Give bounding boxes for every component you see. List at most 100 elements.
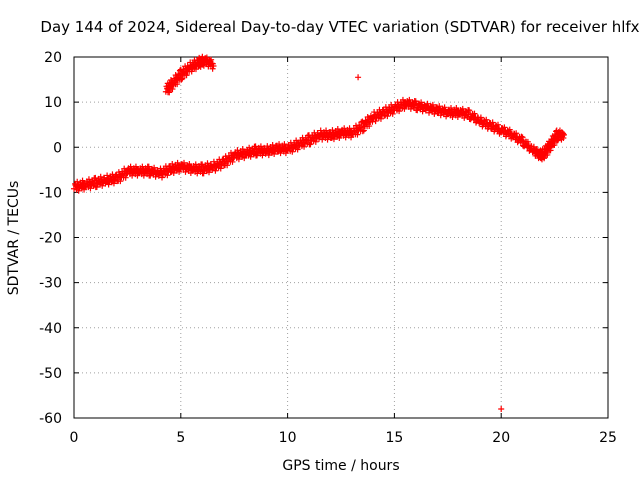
data-point	[140, 172, 147, 179]
data-point	[360, 127, 367, 134]
data-point	[281, 141, 288, 148]
data-point	[389, 110, 396, 117]
data-point	[513, 130, 520, 137]
data-point	[424, 100, 431, 107]
y-tick-label: -10	[39, 185, 62, 201]
data-point	[209, 60, 216, 67]
data-point	[269, 141, 276, 148]
x-tick-label: 10	[279, 430, 297, 446]
data-point	[97, 173, 104, 180]
data-point	[412, 98, 419, 105]
data-point	[501, 124, 508, 131]
data-point	[289, 148, 296, 155]
data-point	[241, 155, 248, 162]
data-point	[199, 161, 206, 168]
data-point	[312, 138, 319, 145]
data-point	[519, 134, 526, 141]
data-point	[319, 136, 326, 143]
data-point	[506, 126, 513, 133]
data-point	[87, 185, 94, 192]
data-point	[170, 169, 177, 176]
data-point	[117, 178, 124, 185]
data-point	[524, 138, 531, 145]
data-point	[294, 146, 301, 153]
data-point	[377, 115, 384, 122]
x-tick-label: 5	[176, 430, 185, 446]
data-point	[336, 134, 343, 141]
data-point	[204, 160, 211, 167]
data-point	[104, 172, 111, 179]
data-point	[235, 156, 242, 163]
x-tick-label: 0	[70, 430, 79, 446]
data-point	[109, 171, 116, 178]
data-point	[145, 163, 152, 170]
data-point	[224, 162, 231, 169]
data-point	[477, 114, 484, 121]
data-point	[265, 152, 272, 159]
data-point	[334, 125, 341, 132]
data-point	[429, 101, 436, 108]
data-point	[105, 181, 112, 188]
data-point	[453, 104, 460, 111]
data-point	[208, 56, 215, 63]
data-point	[329, 127, 336, 134]
y-tick-label: 10	[44, 95, 62, 111]
y-tick-label: 20	[44, 50, 62, 66]
data-point	[271, 151, 278, 158]
y-tick-label: -30	[39, 276, 62, 292]
x-axis-label: GPS time / hours	[282, 458, 399, 474]
data-point	[254, 152, 261, 159]
data-point	[174, 159, 181, 166]
data-point	[169, 86, 176, 93]
data-point	[92, 174, 99, 181]
data-point	[341, 125, 348, 132]
data-point	[466, 107, 473, 114]
data-point	[277, 150, 284, 157]
y-tick-label: -60	[39, 411, 62, 427]
data-point	[342, 134, 349, 141]
data-point	[276, 141, 283, 148]
data-point	[75, 187, 82, 194]
data-point	[252, 143, 259, 150]
y-tick-label: -20	[39, 231, 62, 247]
data-point	[518, 133, 525, 140]
data-point	[246, 144, 253, 151]
data-point	[449, 114, 456, 121]
data-point	[151, 164, 158, 171]
data-point	[159, 174, 166, 181]
data-point	[176, 168, 183, 175]
data-point	[127, 163, 134, 170]
data-point	[212, 167, 219, 174]
data-point	[93, 183, 100, 190]
data-point	[139, 163, 146, 170]
grid	[74, 57, 608, 418]
data-point	[194, 170, 201, 177]
y-tick-label: -50	[39, 366, 62, 382]
data-point	[359, 128, 366, 135]
data-point	[247, 153, 254, 160]
data-point	[307, 141, 314, 148]
data-point	[401, 105, 408, 112]
data-point	[200, 170, 207, 177]
data-point	[330, 136, 337, 143]
data-point	[81, 186, 88, 193]
data-point	[459, 105, 466, 112]
data-point	[74, 178, 81, 185]
data-point	[561, 131, 568, 138]
y-tick-label: 0	[53, 140, 62, 156]
data-point	[436, 103, 443, 110]
data-point	[354, 131, 361, 138]
data-point	[498, 405, 505, 412]
data-point	[317, 127, 324, 134]
data-point	[560, 130, 567, 137]
data-point	[132, 163, 139, 170]
x-tick-label: 15	[385, 430, 403, 446]
data-point	[234, 147, 241, 154]
y-axis-label: SDTVAR / TECUs	[6, 181, 22, 296]
data-point	[448, 104, 455, 111]
data-point	[384, 113, 391, 120]
y-tick-label: -40	[39, 321, 62, 337]
data-point	[99, 182, 106, 189]
data-point	[192, 161, 199, 168]
data-point	[259, 152, 266, 159]
